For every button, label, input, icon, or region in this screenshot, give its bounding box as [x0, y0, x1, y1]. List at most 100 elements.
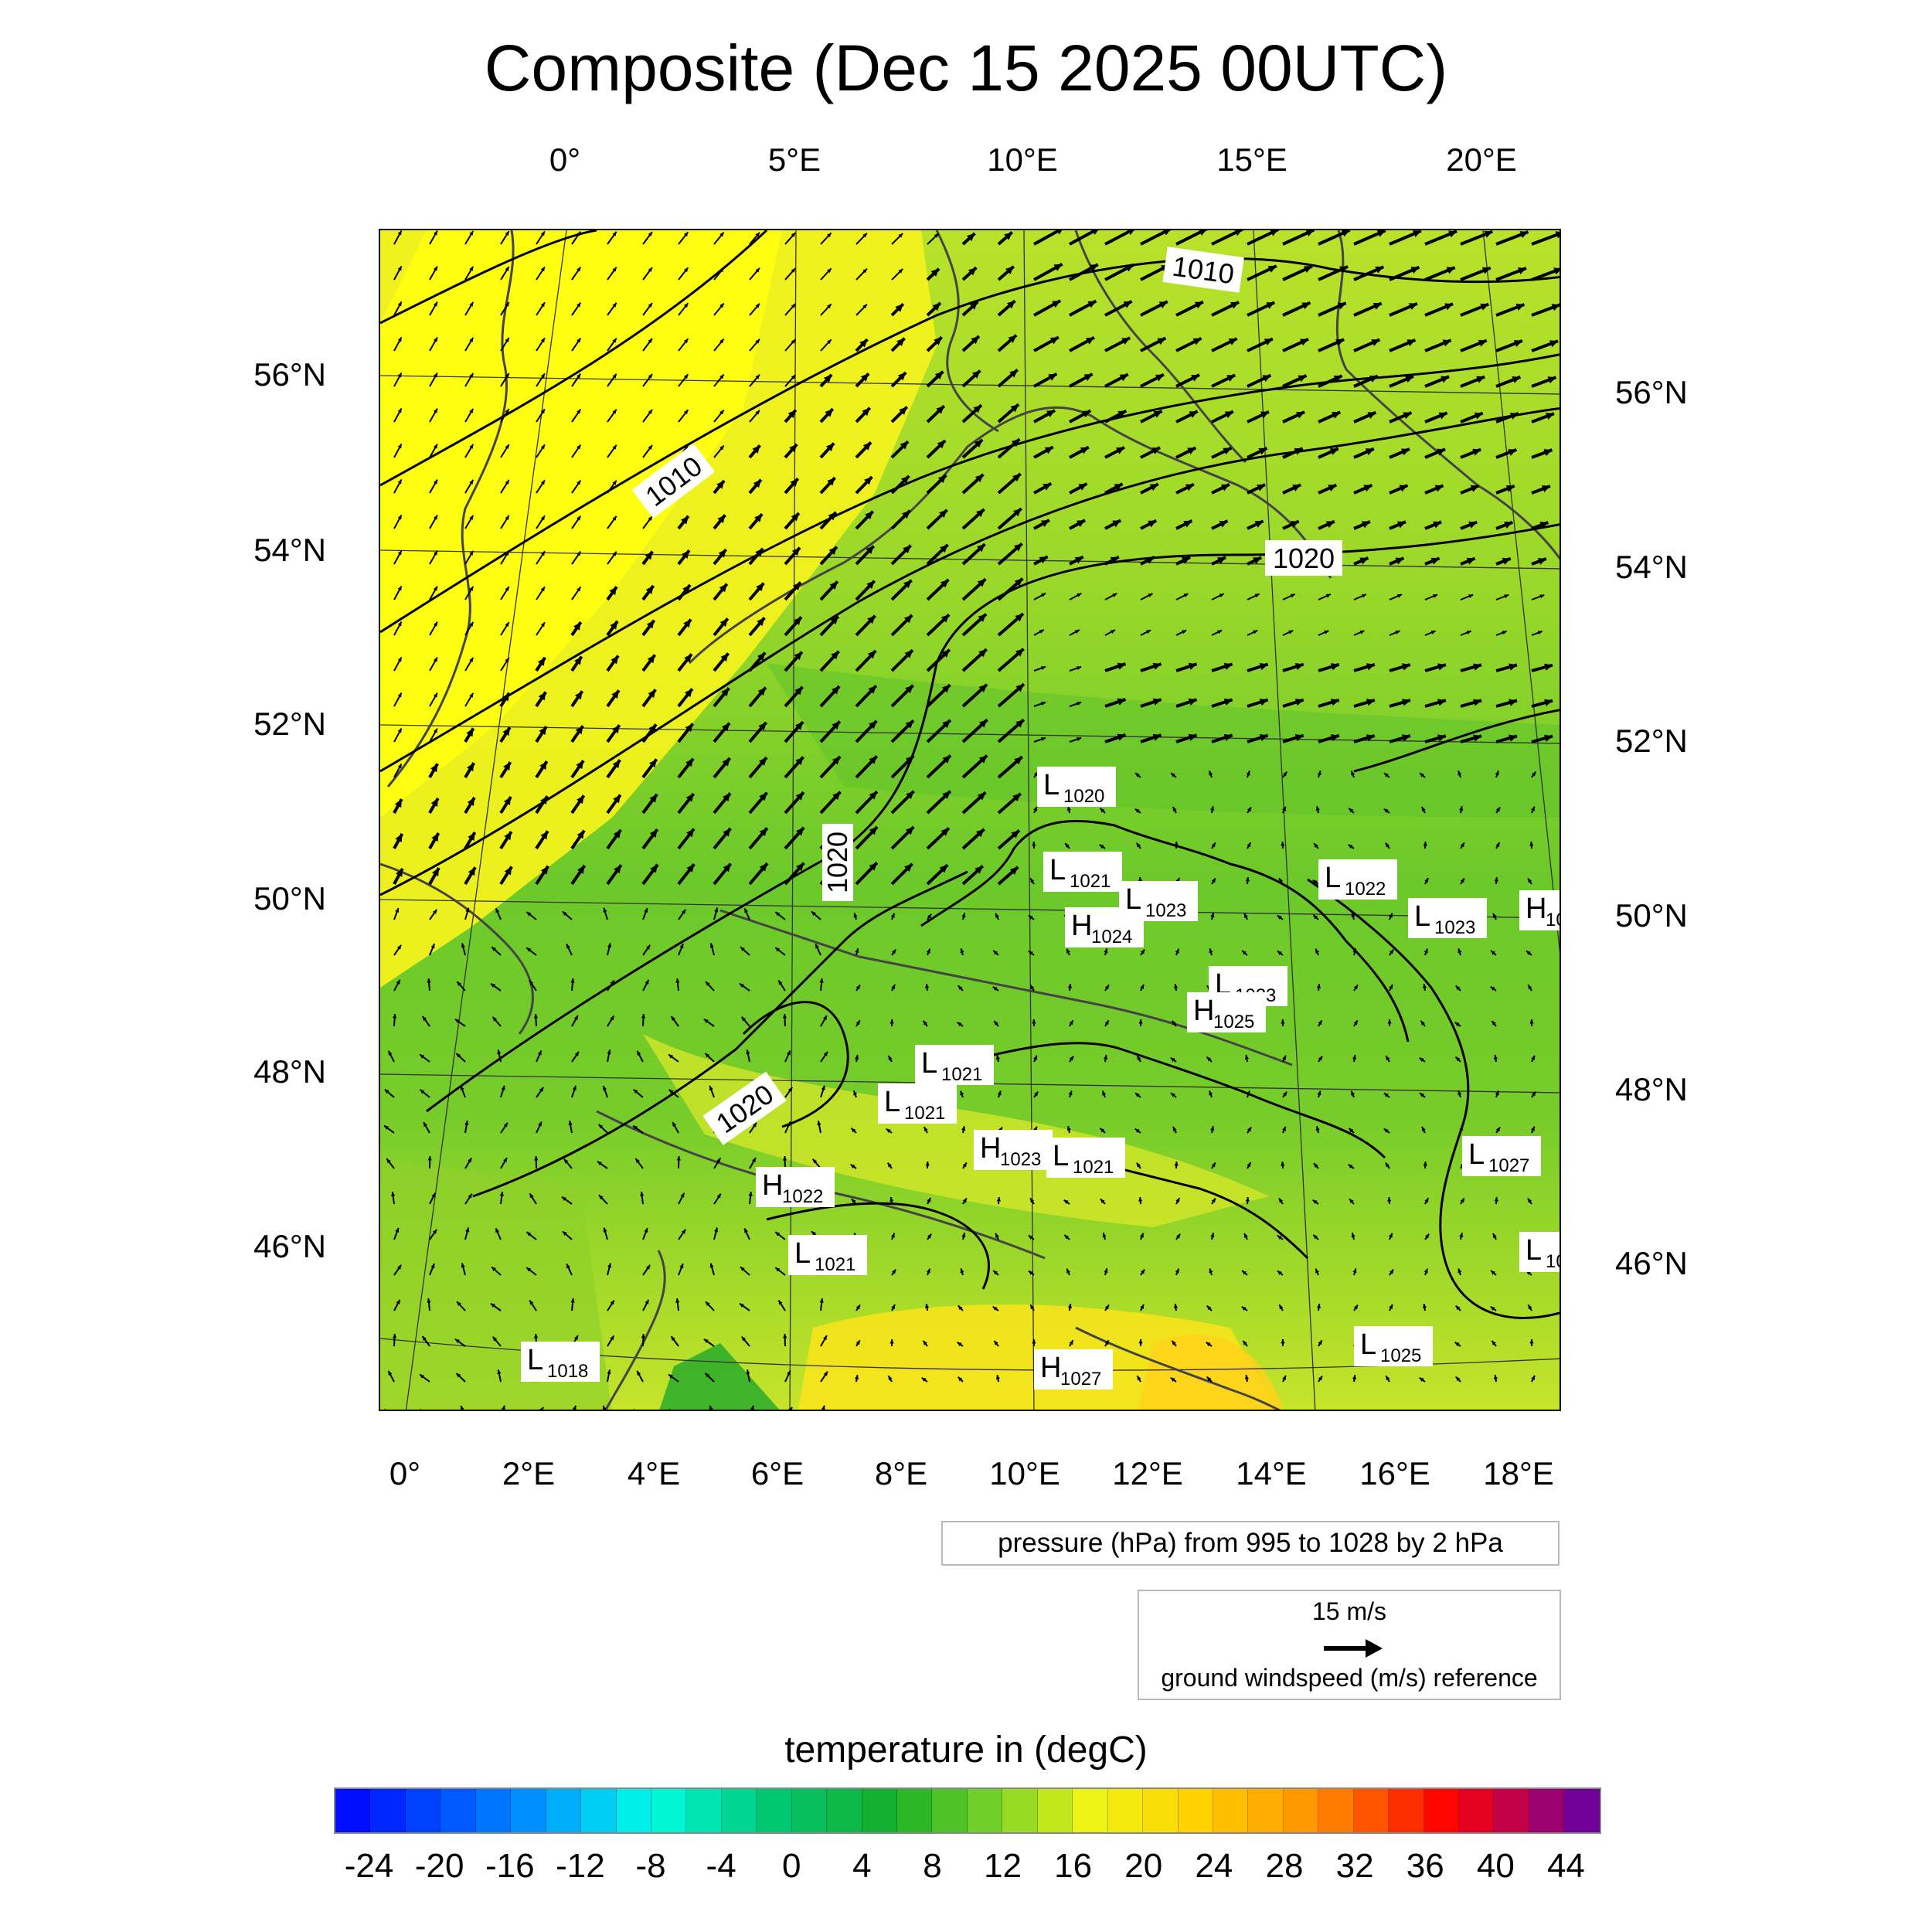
- bottom-lon-label: 2°E: [502, 1455, 556, 1492]
- colorbar-cell: [757, 1789, 792, 1832]
- top-lon-label: 0°: [549, 141, 581, 178]
- bottom-lon-label: 4°E: [627, 1455, 681, 1492]
- colorbar-cell: [1107, 1789, 1144, 1832]
- colorbar-cell: [581, 1789, 617, 1832]
- pressure-center-value: 1023: [1000, 1149, 1041, 1170]
- pressure-center-type: L: [794, 1237, 811, 1270]
- pressure-center-value: 1022: [1345, 879, 1386, 900]
- colorbar-cell: [335, 1789, 371, 1832]
- colorbar-cell: [1248, 1789, 1284, 1832]
- pressure-center-value: 1021: [941, 1064, 982, 1085]
- colorbar-cell: [967, 1789, 1003, 1832]
- colorbar-cell: [1494, 1789, 1529, 1832]
- colorbar-cell: [370, 1789, 406, 1832]
- isobar-label: 1020: [1273, 543, 1335, 574]
- isobar-label: 1020: [821, 832, 853, 893]
- colorbar-tick-label: 28: [1265, 1847, 1304, 1885]
- left-lat-label: 50°N: [253, 880, 326, 917]
- pressure-center-value: 1022: [782, 1186, 823, 1207]
- colorbar-cell: [440, 1789, 476, 1832]
- map-panel[interactable]: 1010 1010 1020 1020 1020 L 1020 L 1021 H 1024…: [379, 229, 1561, 1411]
- colorbar-cell: [546, 1789, 582, 1832]
- colorbar-cell: [651, 1789, 687, 1832]
- pressure-center-value: 1020: [1063, 786, 1104, 807]
- right-lat-label: 52°N: [1615, 723, 1688, 759]
- bottom-lon-label: 12°E: [1112, 1455, 1183, 1492]
- pressure-centers: L1020L1021H1024L1023L1022L1023L1023H1025…: [521, 767, 1560, 1389]
- pressure-center-type: L: [1053, 1140, 1069, 1172]
- colorbar-cell: [1283, 1789, 1319, 1832]
- right-lat-label: 56°N: [1615, 374, 1688, 410]
- low-pressure-label: L 1021: [1046, 1138, 1125, 1178]
- pressure-center-type: H: [1071, 910, 1092, 942]
- colorbar-cell: [791, 1789, 828, 1832]
- pressure-center-value: 1021: [1073, 1157, 1114, 1178]
- colorbar-cell: [616, 1789, 651, 1832]
- colorbar-tick-label: -24: [344, 1847, 394, 1885]
- colorbar-cell: [1318, 1789, 1354, 1832]
- pressure-center-type: H: [1040, 1352, 1061, 1384]
- right-lat-label: 46°N: [1615, 1245, 1688, 1281]
- reference-arrow-icon: [1324, 1639, 1383, 1658]
- colorbar-tick-label: 44: [1546, 1847, 1585, 1885]
- pressure-center-type: H: [1193, 995, 1214, 1027]
- bottom-lon-label: 6°E: [750, 1455, 804, 1492]
- low-pressure-label: L 1018: [521, 1342, 600, 1382]
- bottom-lon-label: 10°E: [989, 1455, 1060, 1492]
- pressure-center-type: L: [1043, 769, 1060, 801]
- pressure-center-type: L: [1125, 883, 1141, 916]
- pressure-center-type: H: [1526, 893, 1546, 925]
- map-title: Composite (Dec 15 2025 00UTC): [484, 32, 1448, 104]
- pressure-center-type: L: [1325, 862, 1341, 894]
- left-lat-label: 52°N: [253, 706, 326, 742]
- contour-info-text: pressure (hPa) from 995 to 1028 by 2 hPa: [998, 1528, 1503, 1558]
- pressure-center-value: 1024: [1091, 927, 1132, 947]
- colorbar-tick-label: 32: [1335, 1847, 1374, 1885]
- colorbar-tick-label: 40: [1476, 1847, 1515, 1885]
- temperature-field: [380, 230, 1560, 1410]
- colorbar-tick-label: 20: [1124, 1847, 1163, 1885]
- colorbar-tick-label: 36: [1406, 1847, 1444, 1885]
- low-pressure-label: L 1025: [1354, 1326, 1433, 1366]
- colorbar-tick-label: -12: [556, 1847, 605, 1885]
- colorbar-cell: [1564, 1789, 1600, 1832]
- colorbar-cell: [1353, 1789, 1389, 1832]
- bottom-lon-label: 8°E: [874, 1455, 928, 1492]
- left-lat-label: 48°N: [253, 1053, 326, 1090]
- pressure-center-type: H: [980, 1132, 1001, 1165]
- left-lat-label: 46°N: [253, 1228, 326, 1264]
- low-pressure-label: L 1020: [1037, 767, 1116, 807]
- pressure-center-value: 1027: [1488, 1155, 1529, 1176]
- pressure-center-type: L: [921, 1047, 937, 1080]
- colorbar-cell: [897, 1789, 933, 1832]
- pressure-center-type: L: [1526, 1234, 1542, 1267]
- wind-reference-caption: ground windspeed (m/s) reference: [1161, 1664, 1538, 1692]
- colorbar-title: temperature in (degC): [784, 1730, 1148, 1770]
- colorbar-cell: [1459, 1789, 1495, 1832]
- wind-vectors: [383, 230, 1560, 1410]
- right-lat-label: 54°N: [1615, 549, 1688, 585]
- pressure-center-type: H: [762, 1169, 783, 1202]
- pressure-center-type: L: [884, 1086, 900, 1118]
- pressure-center-value: 1025: [1213, 1012, 1254, 1032]
- pressure-center-type: L: [1468, 1138, 1485, 1171]
- low-pressure-label: L 1021: [915, 1045, 994, 1085]
- colorbar-tick-label: 0: [781, 1847, 801, 1885]
- colorbar-tick-label: 4: [852, 1847, 872, 1885]
- pressure-center-value: 1021: [815, 1254, 855, 1275]
- colorbar-tick-label: 24: [1195, 1847, 1233, 1885]
- pressure-center-type: L: [1414, 900, 1430, 933]
- pressure-center-type: L: [1360, 1328, 1376, 1361]
- colorbar-cell: [686, 1789, 722, 1832]
- bottom-lon-label: 16°E: [1359, 1455, 1430, 1492]
- right-lat-label: 50°N: [1615, 897, 1688, 934]
- colorbar-cell: [827, 1789, 862, 1832]
- pressure-center-type: L: [527, 1344, 543, 1376]
